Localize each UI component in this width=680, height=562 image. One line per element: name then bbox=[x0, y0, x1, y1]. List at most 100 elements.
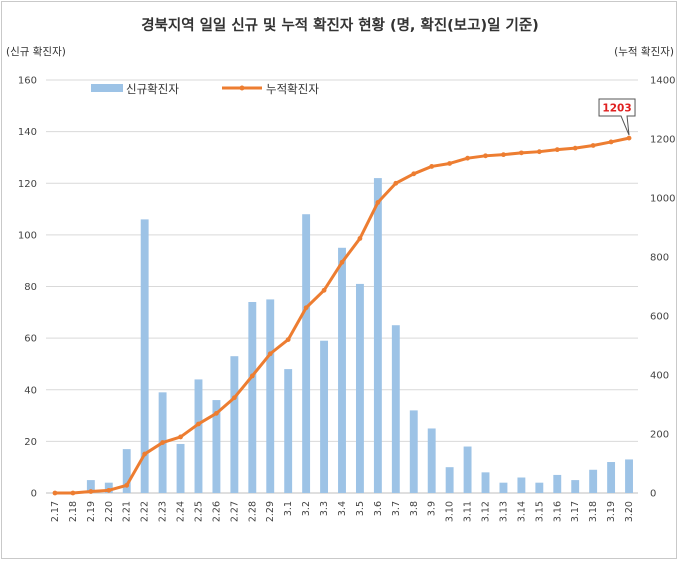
bar bbox=[517, 477, 526, 493]
y-right-tick-label: 400 bbox=[650, 371, 669, 382]
y-left-tick-label: 40 bbox=[24, 385, 37, 396]
y-right-tick-label: 800 bbox=[650, 253, 669, 264]
x-tick-label: 3.7 bbox=[391, 501, 402, 516]
line-point bbox=[106, 487, 112, 493]
bar bbox=[194, 379, 203, 493]
x-tick-label: 2.18 bbox=[68, 501, 79, 522]
bar bbox=[481, 472, 490, 493]
x-tick-label: 2.26 bbox=[211, 501, 222, 522]
bar bbox=[302, 214, 311, 493]
x-tick-label: 3.1 bbox=[283, 501, 294, 516]
y-left-axis-title: (신규 확진자) bbox=[6, 45, 66, 58]
line-point bbox=[554, 147, 560, 153]
line-point bbox=[501, 152, 506, 158]
bar bbox=[571, 480, 580, 493]
x-tick-label: 3.6 bbox=[373, 501, 384, 516]
bar bbox=[212, 400, 221, 493]
line-point bbox=[267, 351, 273, 357]
y-right-tick-label: 1000 bbox=[650, 194, 675, 205]
bar bbox=[589, 469, 598, 493]
bar bbox=[535, 482, 544, 493]
bar bbox=[553, 474, 562, 493]
x-tick-label: 3.5 bbox=[355, 501, 366, 516]
line-point bbox=[626, 135, 632, 141]
bar bbox=[409, 410, 418, 493]
y-left-tick-label: 100 bbox=[18, 230, 37, 241]
x-tick-label: 3.19 bbox=[606, 501, 617, 522]
line-point bbox=[70, 490, 76, 496]
x-tick-label: 2.28 bbox=[247, 501, 258, 522]
line-point bbox=[231, 395, 237, 401]
y-left-tick-label: 140 bbox=[18, 127, 37, 138]
bar bbox=[230, 356, 239, 493]
bar bbox=[445, 467, 454, 493]
x-tick-label: 2.29 bbox=[265, 501, 276, 522]
x-tick-label: 3.12 bbox=[481, 501, 492, 522]
bar bbox=[625, 459, 633, 493]
line-point bbox=[536, 149, 542, 155]
y-right-tick-label: 200 bbox=[650, 430, 669, 441]
line-point bbox=[411, 171, 417, 177]
y-right-axis-title: (누적 확진자) bbox=[614, 45, 674, 58]
bar bbox=[284, 369, 293, 493]
x-tick-label: 2.17 bbox=[50, 501, 61, 522]
bar bbox=[86, 480, 95, 493]
y-left-tick-label: 120 bbox=[18, 179, 37, 190]
line-point bbox=[124, 482, 130, 488]
bar bbox=[140, 219, 149, 493]
line-point bbox=[483, 153, 488, 159]
line-point bbox=[214, 410, 219, 416]
y-right-tick-label: 600 bbox=[650, 312, 669, 323]
bar-series bbox=[86, 178, 633, 493]
x-tick-label: 3.18 bbox=[588, 501, 599, 522]
x-tick-label: 2.19 bbox=[86, 501, 97, 522]
x-tick-label: 2.24 bbox=[176, 501, 187, 522]
line-point bbox=[393, 180, 399, 186]
bar bbox=[176, 443, 185, 493]
legend: 신규확진자 누적확진자 bbox=[91, 82, 319, 96]
line-point bbox=[572, 145, 578, 151]
bar bbox=[607, 462, 616, 493]
x-tick-label: 3.17 bbox=[570, 501, 581, 522]
callout-label: 1203 bbox=[602, 103, 631, 115]
line-point bbox=[465, 155, 470, 161]
x-tick-label: 3.4 bbox=[337, 501, 348, 516]
bar bbox=[463, 446, 472, 493]
x-tick-label: 2.21 bbox=[122, 501, 133, 522]
line-point bbox=[52, 490, 58, 496]
y-left-tick-label: 160 bbox=[18, 76, 37, 87]
line-point bbox=[88, 489, 94, 494]
tick-labels: 0 20 40 60 80 100 120 140 160 0 200 400 600 800 1000 12… bbox=[18, 76, 676, 523]
line-point bbox=[339, 259, 345, 265]
line-point bbox=[142, 451, 148, 457]
y-right-tick-label: 1400 bbox=[650, 76, 675, 87]
bar bbox=[104, 482, 113, 493]
x-tick-label: 2.23 bbox=[158, 501, 169, 522]
x-tick-label: 3.10 bbox=[445, 501, 456, 522]
x-tick-label: 3.2 bbox=[301, 501, 312, 516]
bar bbox=[248, 301, 257, 493]
callout-box bbox=[598, 98, 636, 136]
bar bbox=[373, 178, 382, 493]
legend-swatch-bar bbox=[91, 84, 123, 92]
line-point bbox=[178, 434, 183, 440]
x-tick-label: 3.9 bbox=[427, 501, 438, 516]
bar bbox=[320, 340, 329, 493]
x-tick-label: 3.8 bbox=[409, 501, 420, 516]
x-tick-label: 3.14 bbox=[516, 501, 527, 522]
x-tick-label: 3.3 bbox=[319, 501, 330, 516]
bar bbox=[391, 325, 400, 493]
y-left-tick-label: 20 bbox=[24, 437, 37, 448]
bar bbox=[122, 449, 131, 493]
bar bbox=[427, 428, 436, 493]
line-point bbox=[608, 139, 614, 145]
line-point bbox=[429, 164, 435, 169]
line-point bbox=[447, 161, 453, 166]
bar bbox=[338, 247, 346, 493]
x-tick-label: 2.27 bbox=[229, 501, 240, 522]
line-point bbox=[590, 143, 596, 148]
annotation-callout: 1203 bbox=[598, 98, 636, 136]
x-tick-label: 2.22 bbox=[140, 501, 151, 522]
y-left-tick-label: 80 bbox=[24, 282, 37, 293]
